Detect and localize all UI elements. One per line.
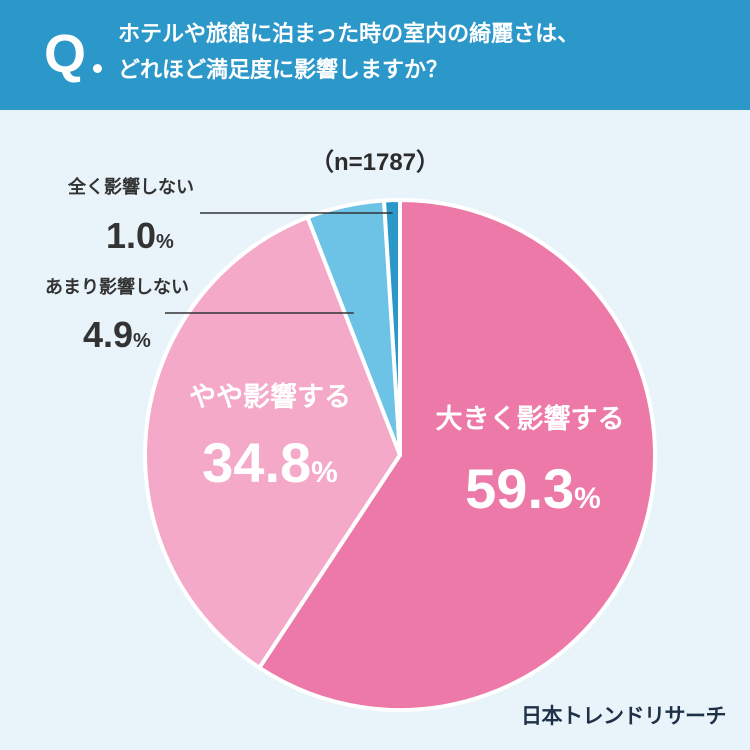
value-some-effect: 34.8%	[202, 431, 338, 494]
label-no-effect: 全く影響しない	[67, 176, 194, 198]
question-header: Q ホテルや旅館に泊まった時の室内の綺麗さは、 どれほど満足度に影響しますか？	[0, 0, 750, 110]
label-large-effect: 大きく影響する	[436, 403, 625, 435]
question-line-2: どれほど満足度に影響しますか？	[118, 58, 449, 83]
q-dot-icon	[93, 64, 102, 73]
label-little-effect: あまり影響しない	[45, 276, 189, 298]
slice-large-effect	[257, 198, 657, 712]
label-some-effect: やや影響する	[189, 381, 351, 413]
value-no-effect: 1.0%	[106, 215, 174, 256]
q-icon: Q	[44, 24, 87, 84]
brand-logo: 日本トレンドリサーチ	[521, 704, 727, 728]
slice-no-effect	[381, 198, 402, 457]
value-large-effect: 59.3%	[465, 457, 601, 520]
value-little-effect: 4.9%	[83, 314, 151, 355]
slice-some-effect	[143, 215, 402, 670]
sample-size: （n=1787）	[309, 149, 441, 176]
question-line-1: ホテルや旅館に泊まった時の室内の綺麗さは、	[118, 22, 580, 47]
